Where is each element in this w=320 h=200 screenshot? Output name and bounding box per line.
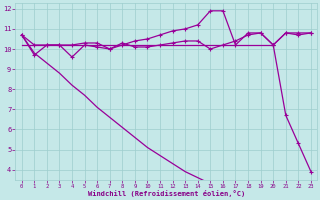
X-axis label: Windchill (Refroidissement éolien,°C): Windchill (Refroidissement éolien,°C): [88, 190, 245, 197]
